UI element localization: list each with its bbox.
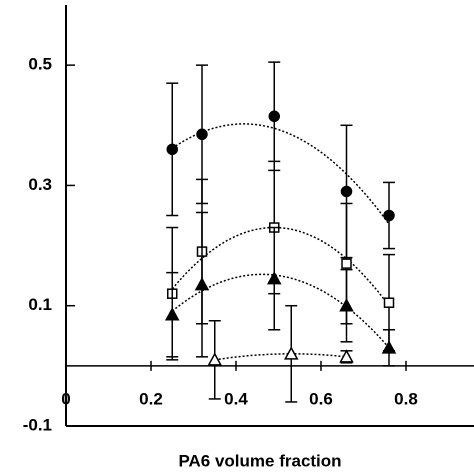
fit-curve [171, 123, 390, 225]
y-tick-label: -0.1 [23, 415, 52, 434]
x-tick-label: 0.8 [394, 389, 418, 408]
y-tick-label: 0.5 [28, 55, 52, 74]
marker [166, 143, 178, 156]
x-tick-label: 0.4 [224, 389, 248, 408]
marker [283, 346, 299, 360]
marker [339, 298, 354, 312]
marker [196, 128, 208, 141]
x-tick-label: 0 [61, 389, 70, 408]
y-tick-label: 0.3 [28, 175, 52, 194]
fit-curve [214, 353, 347, 361]
fit-curve [171, 273, 390, 349]
marker [339, 349, 354, 363]
marker [340, 185, 353, 198]
marker [383, 209, 395, 222]
marker [266, 271, 282, 285]
x-tick-label: 0.6 [309, 389, 333, 408]
marker [383, 297, 395, 308]
marker [268, 110, 280, 123]
marker [341, 258, 352, 269]
y-tick-label: 0.1 [28, 295, 52, 314]
marker [381, 340, 397, 354]
marker [164, 307, 180, 321]
x-axis-title: PA6 volume fraction [178, 451, 341, 470]
fit-curve [171, 226, 390, 307]
marker [194, 277, 210, 291]
marker [207, 352, 223, 366]
x-tick-label: 0.2 [139, 389, 163, 408]
